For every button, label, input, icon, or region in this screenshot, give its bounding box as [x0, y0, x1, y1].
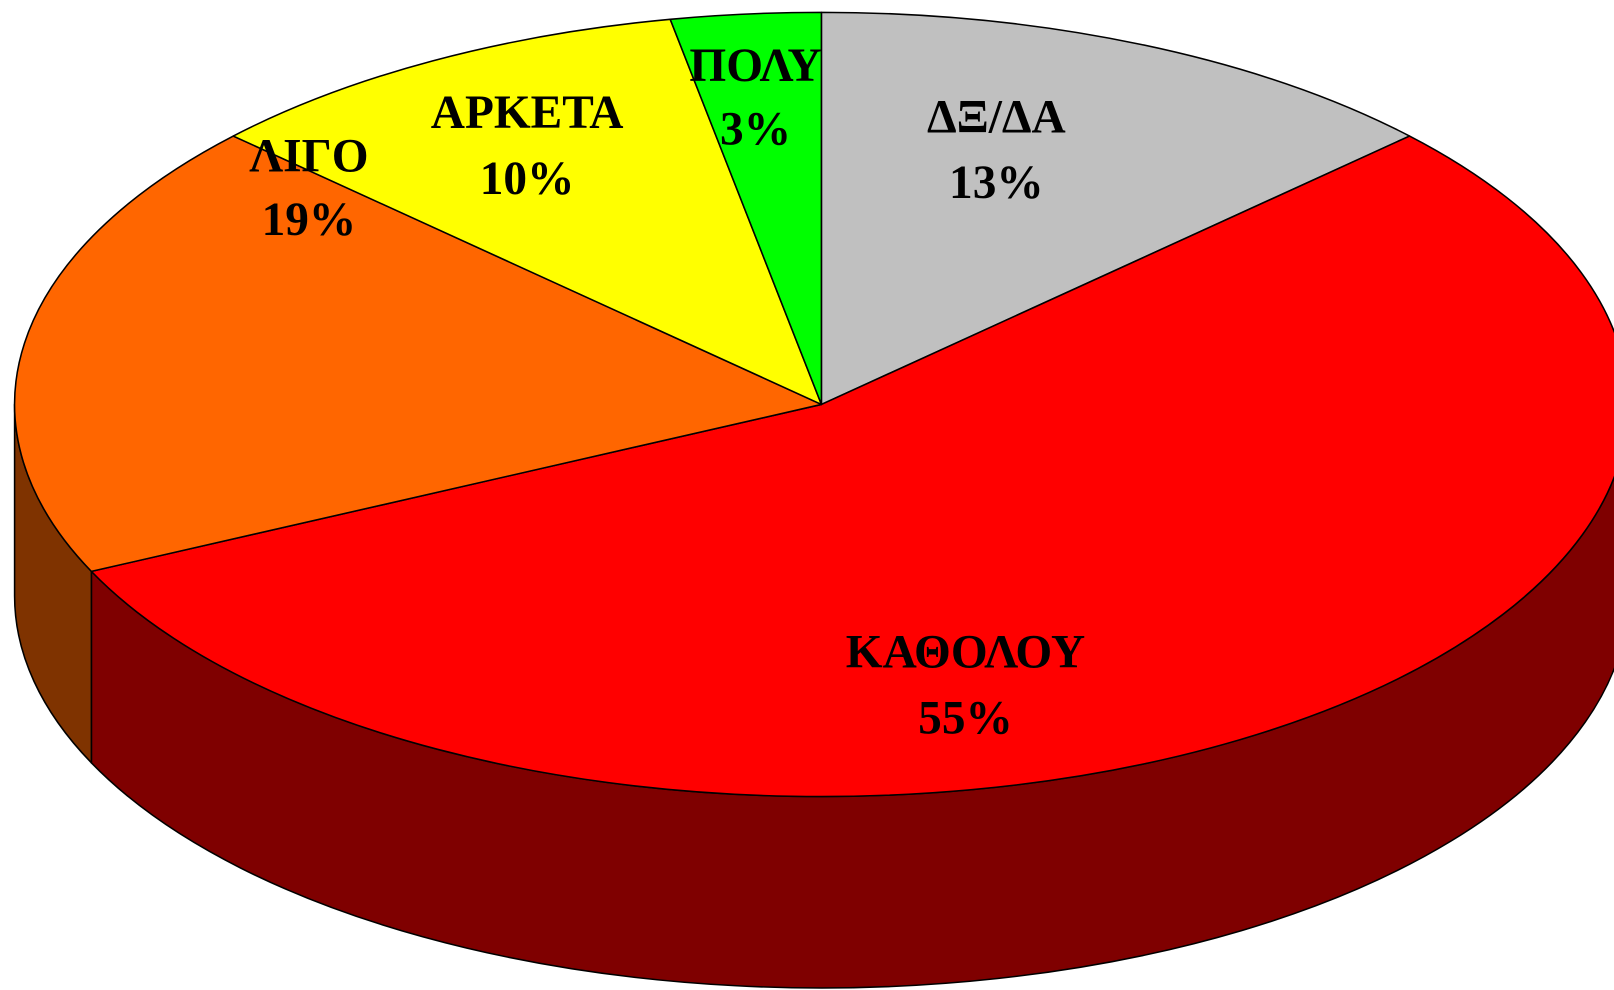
slice-percent: 3%	[720, 104, 791, 156]
pie-slice	[820, 11, 1411, 406]
slice-name: ΠΟΛΥ	[689, 40, 821, 92]
slice-name: ΔΞ/ΔΑ	[927, 91, 1066, 143]
pie-slice	[13, 135, 823, 573]
slice-percent: 10%	[480, 153, 575, 205]
slice-name: ΑΡΚΕΤΑ	[431, 87, 624, 139]
labels: ΔΞ/ΔΑ 13% ΚΑΘΟΛΟΥ 55% ΛΙΓΟ 19% ΑΡΚΕΤΑ 10% ΠΟΛΥ 3%	[249, 40, 1085, 744]
slice-name: ΚΑΘΟΛΟΥ	[846, 626, 1085, 678]
pie-slice	[669, 11, 823, 406]
slice-percent: 13%	[949, 157, 1044, 209]
pie-slice	[90, 135, 1614, 798]
slice-percent: 19%	[262, 194, 357, 246]
pie-slice	[232, 18, 823, 406]
slice-percent: 55%	[918, 692, 1013, 744]
pie-tops	[13, 11, 1614, 798]
slice-name: ΛΙΓΟ	[249, 130, 368, 182]
